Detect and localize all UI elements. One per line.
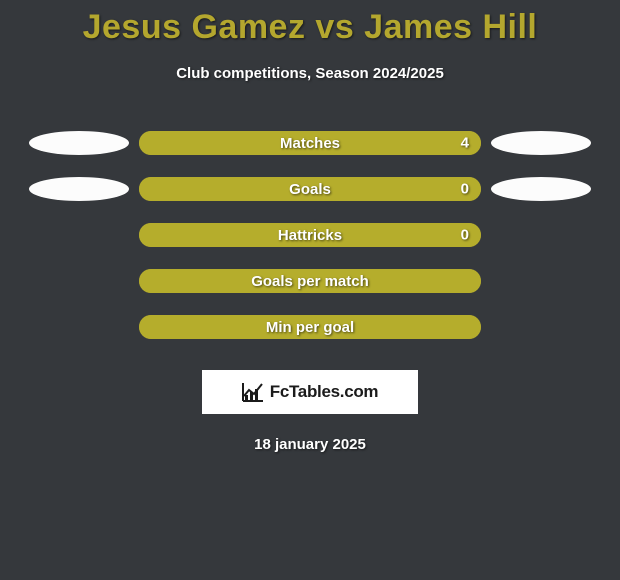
date-line: 18 january 2025 [0, 436, 620, 453]
stat-row: Goals per match [0, 258, 620, 304]
stat-value-right: 0 [461, 181, 469, 198]
stat-label: Min per goal [266, 319, 354, 336]
logo-wrap: FcTables.com [0, 370, 620, 414]
left-pill [29, 131, 129, 155]
page-title: Jesus Gamez vs James Hill [0, 0, 620, 47]
stat-row: Hattricks 0 [0, 212, 620, 258]
right-pill [491, 269, 591, 293]
stat-row: Goals 0 [0, 166, 620, 212]
stat-row: Matches 4 [0, 120, 620, 166]
stats-container: Matches 4 Goals 0 Hattricks 0 Goals per match M… [0, 120, 620, 350]
left-pill [29, 315, 129, 339]
stat-label: Goals per match [251, 273, 369, 290]
right-pill [491, 177, 591, 201]
stat-bar: Min per goal [139, 315, 481, 339]
stat-label: Matches [280, 135, 340, 152]
left-pill [29, 177, 129, 201]
stat-bar: Matches 4 [139, 131, 481, 155]
subtitle: Club competitions, Season 2024/2025 [0, 65, 620, 82]
right-pill [491, 223, 591, 247]
logo-box: FcTables.com [202, 370, 418, 414]
stat-value-right: 4 [461, 135, 469, 152]
stat-row: Min per goal [0, 304, 620, 350]
left-pill [29, 269, 129, 293]
right-pill [491, 315, 591, 339]
stat-bar: Goals per match [139, 269, 481, 293]
stat-bar: Goals 0 [139, 177, 481, 201]
stat-label: Goals [289, 181, 331, 198]
stat-value-right: 0 [461, 227, 469, 244]
stat-label: Hattricks [278, 227, 342, 244]
right-pill [491, 131, 591, 155]
logo-text: FcTables.com [270, 382, 379, 402]
chart-icon [242, 382, 264, 402]
stat-bar: Hattricks 0 [139, 223, 481, 247]
left-pill [29, 223, 129, 247]
